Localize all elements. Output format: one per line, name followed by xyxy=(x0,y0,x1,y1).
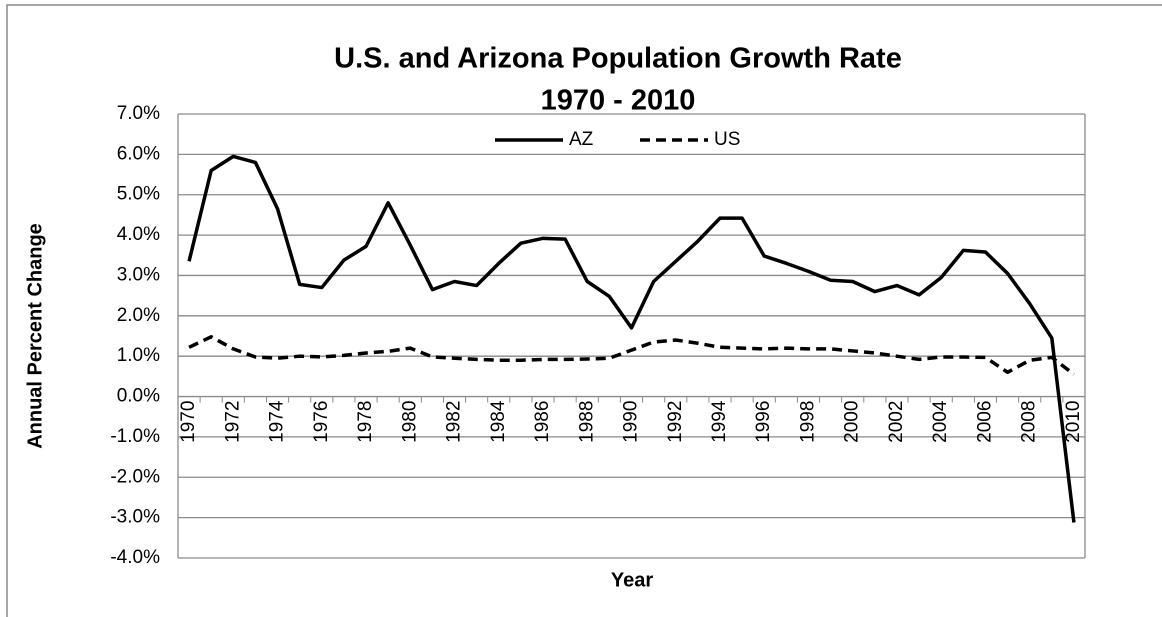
legend-label: US xyxy=(714,129,740,150)
x-tick-label: 1976 xyxy=(311,401,332,443)
legend-label: AZ xyxy=(569,129,594,150)
x-tick-label: 1998 xyxy=(797,401,818,443)
x-tick-label: 1982 xyxy=(444,401,465,443)
y-tick-label: -2.0% xyxy=(110,466,160,487)
x-tick-label: 2004 xyxy=(930,400,951,443)
x-tick-label: 2006 xyxy=(974,401,995,443)
x-tick-label: 1978 xyxy=(355,401,376,443)
y-tick-label: 4.0% xyxy=(117,224,160,245)
x-tick-label: 2002 xyxy=(886,401,907,443)
chart-subtitle: 1970 - 2010 xyxy=(541,85,696,117)
x-tick-label: 1992 xyxy=(665,401,686,443)
series-line xyxy=(188,335,1076,376)
chart-border xyxy=(6,4,1162,617)
y-tick-label: 3.0% xyxy=(117,264,160,285)
y-tick-label: 7.0% xyxy=(117,103,160,124)
x-tick-label: 1988 xyxy=(576,401,597,443)
chart-title: U.S. and Arizona Population Growth Rate xyxy=(334,43,902,75)
x-tick-label: 1984 xyxy=(488,400,509,443)
y-tick-label: 2.0% xyxy=(117,305,160,326)
series-line xyxy=(187,154,1076,523)
x-tick-label: 2000 xyxy=(842,401,863,443)
x-tick-label: 1996 xyxy=(753,401,774,443)
x-tick-label: 1974 xyxy=(267,400,288,443)
y-tick-label: -3.0% xyxy=(110,507,160,528)
x-tick-label: 1980 xyxy=(399,401,420,443)
y-tick-label: 0.0% xyxy=(117,386,160,407)
x-tick-label: 1986 xyxy=(532,401,553,443)
x-tick-label: 2008 xyxy=(1019,401,1040,443)
x-tick-label: 1972 xyxy=(222,401,243,443)
x-tick-label: 1970 xyxy=(178,401,199,443)
y-tick-label: -1.0% xyxy=(110,426,160,447)
y-tick-label: 5.0% xyxy=(117,184,160,205)
y-axis-title: Annual Percent Change xyxy=(24,223,46,449)
y-tick-label: 1.0% xyxy=(117,345,160,366)
x-tick-label: 2010 xyxy=(1063,401,1084,443)
y-tick-label: 6.0% xyxy=(117,143,160,164)
y-tick-label: -4.0% xyxy=(110,547,160,568)
x-tick-label: 1990 xyxy=(621,401,642,443)
x-axis-title: Year xyxy=(611,569,653,591)
x-tick-label: 1994 xyxy=(709,400,730,443)
